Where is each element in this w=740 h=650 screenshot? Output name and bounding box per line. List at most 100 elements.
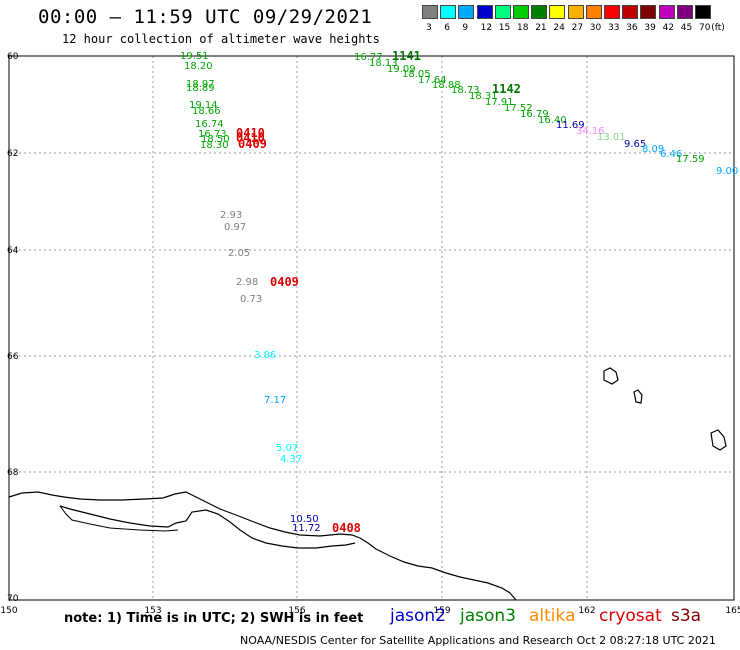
wave-height-label: 6.46 (660, 149, 682, 160)
satellite-altika: altika (529, 606, 576, 626)
legend-level-label: 30 (589, 23, 602, 33)
wave-height-label: 16.77 (354, 52, 383, 63)
legend-swatch (494, 5, 511, 19)
wave-height-label: 18.20 (184, 61, 213, 72)
wave-height-label: 11.72 (292, 523, 321, 534)
legend-swatch (422, 5, 438, 19)
credit-line: NOAA/NESDIS Center for Satellite Applica… (240, 634, 716, 647)
legend-level-label: 12 (480, 23, 493, 33)
pass-time-label: 0409 (270, 275, 299, 289)
wave-height-label: 16.40 (538, 115, 567, 126)
latitude-label: 62 (7, 149, 18, 159)
legend-swatch (640, 5, 657, 19)
satellite-s3a: s3a (671, 606, 702, 626)
satellite-jason2: jason2 (390, 606, 446, 626)
wave-height-label: 16.74 (195, 119, 224, 130)
wave-height-label: 18.97 (186, 79, 215, 90)
wave-height-label: 2.98 (236, 277, 258, 288)
legend-level-label: 15 (498, 23, 511, 33)
pass-time-label: 0409 (238, 137, 267, 151)
legend-level-label: 36 (626, 23, 638, 33)
legend-swatch (458, 5, 475, 19)
island-3 (710, 429, 727, 451)
wave-height-label: 5.07 (276, 443, 298, 454)
wave-height-label: 19.14 (189, 100, 218, 111)
pass-time-label: 0408 (332, 521, 361, 535)
wave-height-label: 18.73 (451, 85, 480, 96)
legend-level-label: 27 (571, 23, 584, 33)
wave-height-label: 18.50 (201, 134, 230, 145)
legend-level-label: 3 (426, 23, 432, 33)
legend-level-label: 9 (462, 23, 469, 33)
wave-height-label: 0.73 (240, 294, 262, 305)
coastline-inlet (59, 505, 179, 532)
legend-swatch (676, 5, 693, 19)
legend-swatch (549, 5, 566, 19)
latitude-label: 60 (7, 52, 19, 62)
map-frame (8, 55, 735, 601)
latitude-label: 66 (7, 352, 19, 362)
wave-height-label: 17.52 (504, 103, 533, 114)
wave-height-label: 7.17 (264, 395, 286, 406)
wave-height-label: 13.01 (597, 132, 626, 143)
wave-height-label: 11.69 (556, 120, 585, 131)
wave-height-label: 2.93 (220, 210, 242, 221)
wave-height-label: 3.86 (254, 350, 276, 361)
coastline-mainland (8, 491, 517, 601)
legend-level-label: 24 (553, 23, 565, 33)
pass-time-label: 1141 (392, 49, 421, 63)
coastline-peninsula (59, 505, 356, 549)
wave-height-label: 17.91 (485, 97, 514, 108)
latitude-label: 68 (7, 468, 19, 478)
longitude-label: 156 (288, 606, 305, 616)
wave-height-label: 4.37 (280, 454, 302, 465)
pass-time-label: 0410 (236, 126, 265, 140)
wave-height-label: 18.30 (200, 140, 229, 151)
legend-swatch (695, 5, 711, 19)
wave-height-label: 18.05 (402, 69, 431, 80)
wave-height-label: 0.97 (224, 222, 246, 233)
wave-height-label: 18.89 (186, 83, 215, 94)
wave-height-label: 2.05 (228, 248, 250, 259)
wave-height-label: 16.73 (198, 129, 227, 140)
wave-height-label: 17.64 (418, 75, 447, 86)
footnote: note: 1) Time is in UTC; 2) SWH is in fe… (64, 611, 364, 626)
wave-height-label: 34.16 (576, 126, 605, 137)
wave-height-label: 17.59 (676, 154, 705, 165)
wave-height-label: 9.00 (716, 166, 738, 177)
graticule: 60 62 64 66 68 70 150 153 156 159 162 165 (0, 52, 740, 616)
wave-height-label: 18.13 (369, 58, 398, 69)
legend-swatch (658, 5, 675, 19)
legend-swatch (476, 5, 493, 19)
legend-level-label: 70 (699, 23, 711, 33)
coastline (8, 367, 727, 601)
wave-height-label: 16.79 (520, 109, 549, 120)
legend-swatch (567, 5, 584, 19)
track-labels: 16.7718.1319.0918.0517.6418.8818.7318.31… (180, 49, 738, 535)
longitude-label: 159 (433, 606, 450, 616)
satellite-cryosat: cryosat (599, 606, 662, 626)
wave-height-label: 9.65 (624, 139, 646, 150)
latitude-label: 70 (7, 594, 19, 604)
legend-swatch (440, 5, 457, 19)
longitude-label: 150 (0, 606, 17, 616)
map-title: 00:00 – 11:59 UTC 09/29/2021 (38, 6, 373, 28)
legend-swatch (531, 5, 548, 19)
wave-height-label: 18.31 (469, 91, 498, 102)
legend-level-label: 6 (444, 23, 450, 33)
legend-swatch (622, 5, 639, 19)
wave-height-label: 19.51 (180, 51, 209, 62)
pass-time-label: 1142 (492, 82, 521, 96)
legend-level-label: (ft) (711, 23, 725, 33)
satellite-jason3: jason3 (460, 606, 516, 626)
legend-level-label: 42 (662, 23, 675, 33)
legend-level-label: 21 (535, 23, 547, 33)
wave-height-label: 19.09 (387, 64, 416, 75)
longitude-label: 165 (725, 606, 740, 616)
longitude-label: 153 (144, 606, 161, 616)
wave-height-label: 18.88 (432, 80, 461, 91)
longitude-label: 162 (578, 606, 595, 616)
legend-swatch (604, 5, 620, 19)
wave-height-label: 8.09 (642, 144, 664, 155)
